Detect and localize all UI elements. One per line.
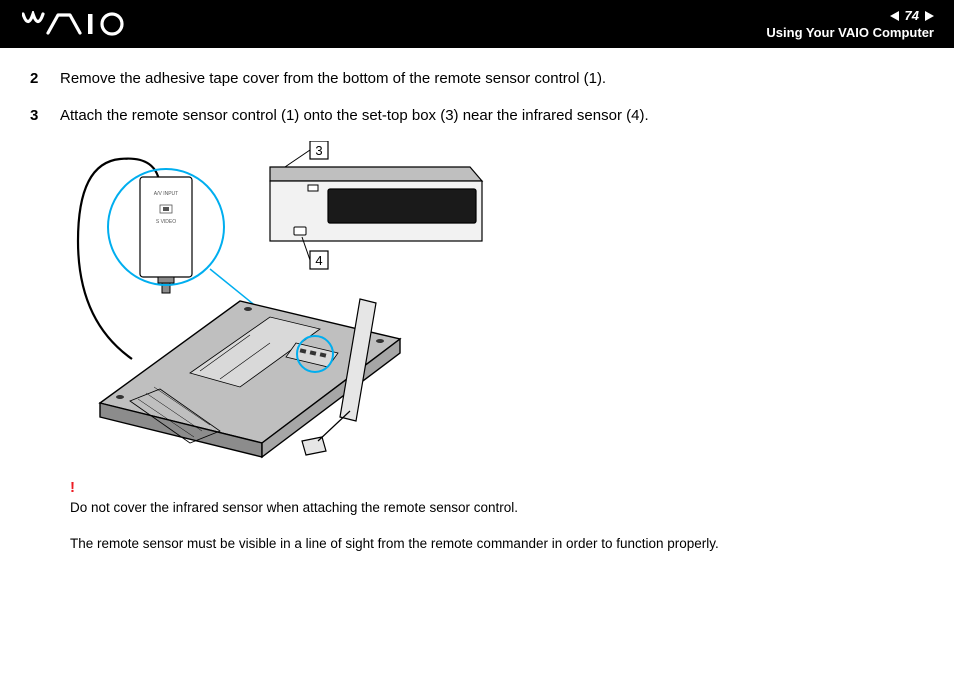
step-number: 2 bbox=[30, 68, 42, 91]
svg-text:A/V INPUT: A/V INPUT bbox=[154, 191, 178, 197]
callout-3: 3 bbox=[315, 143, 322, 158]
step-row: 3 Attach the remote sensor control (1) o… bbox=[30, 105, 924, 128]
instruction-figure: 3 4 A/V INPUT bbox=[70, 141, 670, 461]
header-bar: 74 Using Your VAIO Computer bbox=[0, 0, 954, 48]
step-number: 3 bbox=[30, 105, 42, 128]
info-text: The remote sensor must be visible in a l… bbox=[70, 534, 924, 554]
step-text: Remove the adhesive tape cover from the … bbox=[60, 68, 606, 91]
warning-text: Do not cover the infrared sensor when at… bbox=[70, 498, 924, 518]
computer-base bbox=[100, 299, 400, 457]
header-right: 74 Using Your VAIO Computer bbox=[766, 8, 934, 40]
vaio-logo bbox=[22, 11, 132, 37]
section-title: Using Your VAIO Computer bbox=[766, 25, 934, 40]
page-number: 74 bbox=[905, 8, 919, 23]
step-row: 2 Remove the adhesive tape cover from th… bbox=[30, 68, 924, 91]
nav-next-icon[interactable] bbox=[925, 11, 934, 21]
content-area: 2 Remove the adhesive tape cover from th… bbox=[0, 48, 954, 555]
svg-text:S VIDEO: S VIDEO bbox=[156, 219, 176, 225]
warning-icon: ! bbox=[70, 479, 924, 496]
settop-box bbox=[270, 167, 482, 241]
page-nav: 74 bbox=[890, 8, 934, 23]
nav-prev-icon[interactable] bbox=[890, 11, 899, 21]
callout-4: 4 bbox=[315, 253, 322, 268]
sensor-control-panel: A/V INPUT S VIDEO bbox=[108, 169, 224, 293]
step-text: Attach the remote sensor control (1) ont… bbox=[60, 105, 649, 128]
